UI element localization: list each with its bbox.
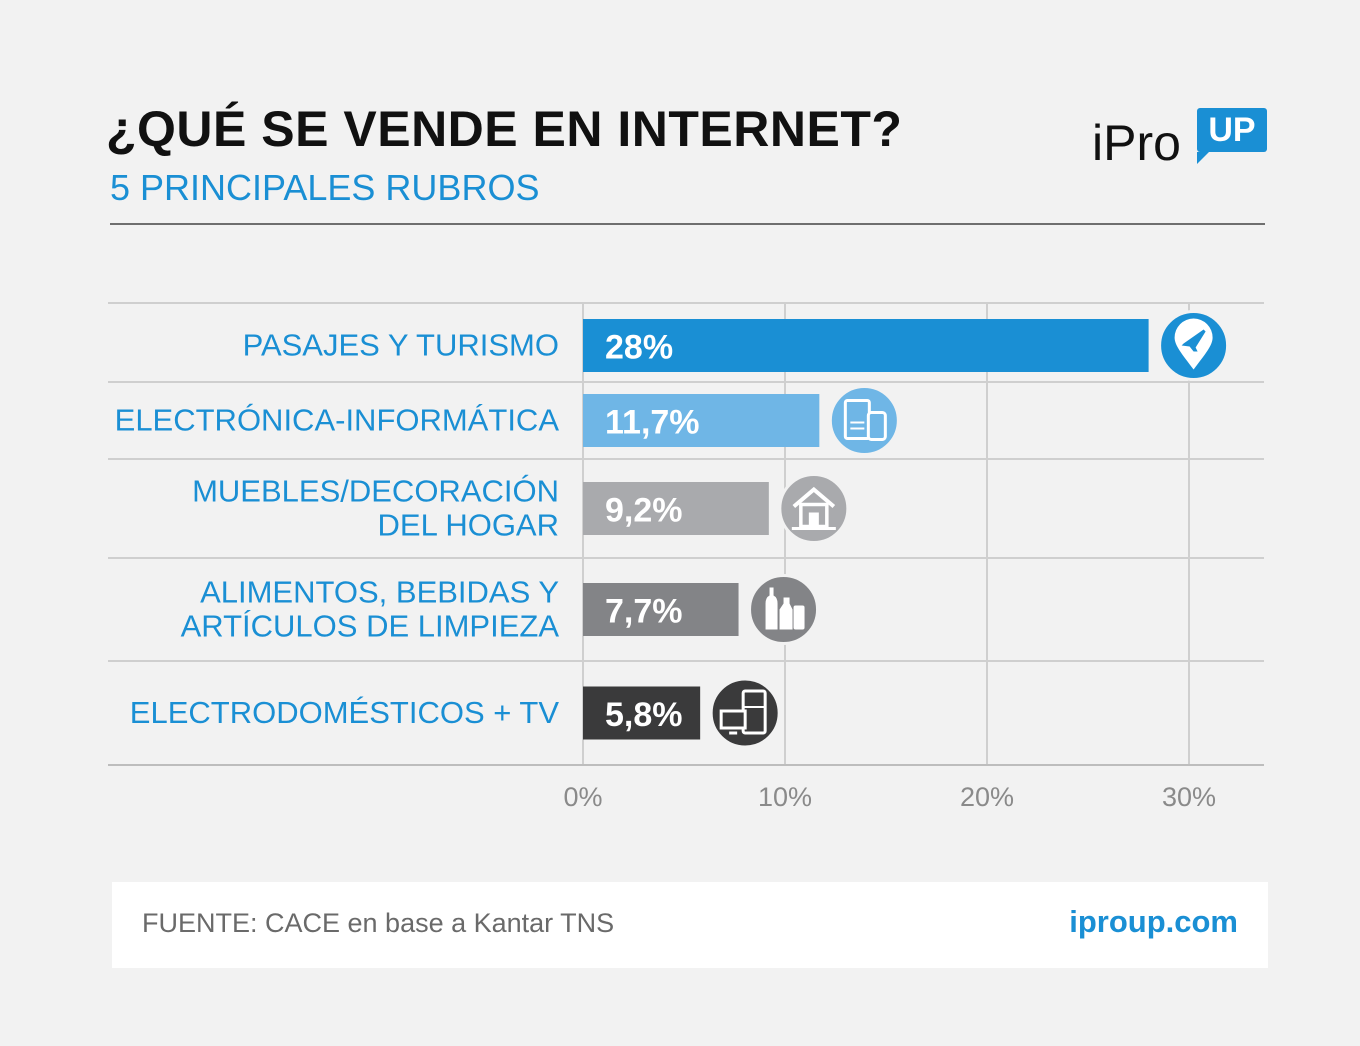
header-divider — [110, 223, 1265, 225]
bar-chart: 0% 10% 20% 30% 28% PASAJES Y TURISMO 11,7% ELEC… — [108, 302, 1264, 812]
footer: FUENTE: CACE en base a Kantar TNS iproup… — [112, 882, 1268, 968]
bar-value-label: 5,8% — [605, 696, 683, 734]
bar-2 — [583, 482, 769, 535]
logo-badge: UP — [1197, 108, 1267, 152]
x-tick-label: 20% — [960, 782, 1014, 812]
bar-value-label: 28% — [605, 329, 673, 367]
category-label: DEL HOGAR — [378, 508, 559, 543]
category-label: ELECTRÓNICA-INFORMÁTICA — [115, 403, 560, 438]
bar-3 — [583, 583, 739, 636]
bar-value-label: 11,7% — [605, 404, 700, 442]
tablet-shape — [866, 411, 887, 441]
category-label: MUEBLES/DECORACIÓN — [192, 474, 559, 509]
plane-shape — [1181, 329, 1206, 352]
house-roof — [792, 486, 836, 509]
category-label: ARTÍCULOS DE LIMPIEZA — [181, 609, 560, 644]
chart-title: ¿QUÉ SE VENDE EN INTERNET? — [106, 101, 903, 157]
house-door — [808, 512, 819, 527]
category-label: ELECTRODOMÉSTICOS + TV — [130, 695, 560, 730]
bar-1 — [583, 394, 820, 447]
footer-source: FUENTE: CACE en base a Kantar TNS — [142, 908, 615, 938]
category-label: ALIMENTOS, BEBIDAS Y — [200, 575, 559, 610]
bar-0 — [583, 319, 1149, 372]
spray-shape — [779, 597, 793, 630]
logo-text: iPro — [1092, 115, 1181, 171]
house-icon — [778, 473, 850, 544]
bar-value-label: 9,2% — [605, 492, 683, 530]
box-shape — [793, 605, 805, 630]
chart-subtitle: 5 PRINCIPALES RUBROS — [110, 167, 540, 208]
tv-shape — [719, 709, 747, 730]
iproup-logo: iPro UP — [1092, 108, 1270, 171]
logo-badge-tail — [1197, 152, 1209, 164]
x-tick-label: 0% — [563, 782, 602, 812]
bar-value-label: 7,7% — [605, 593, 683, 631]
bottle-shape — [765, 587, 778, 630]
bar-4 — [583, 686, 701, 740]
category-label: PASAJES Y TURISMO — [243, 328, 559, 363]
computer-tablet-icon — [828, 385, 900, 456]
x-tick-label: 10% — [758, 782, 812, 812]
x-tick-label: 30% — [1162, 782, 1216, 812]
footer-link[interactable]: iproup.com — [1069, 904, 1238, 939]
